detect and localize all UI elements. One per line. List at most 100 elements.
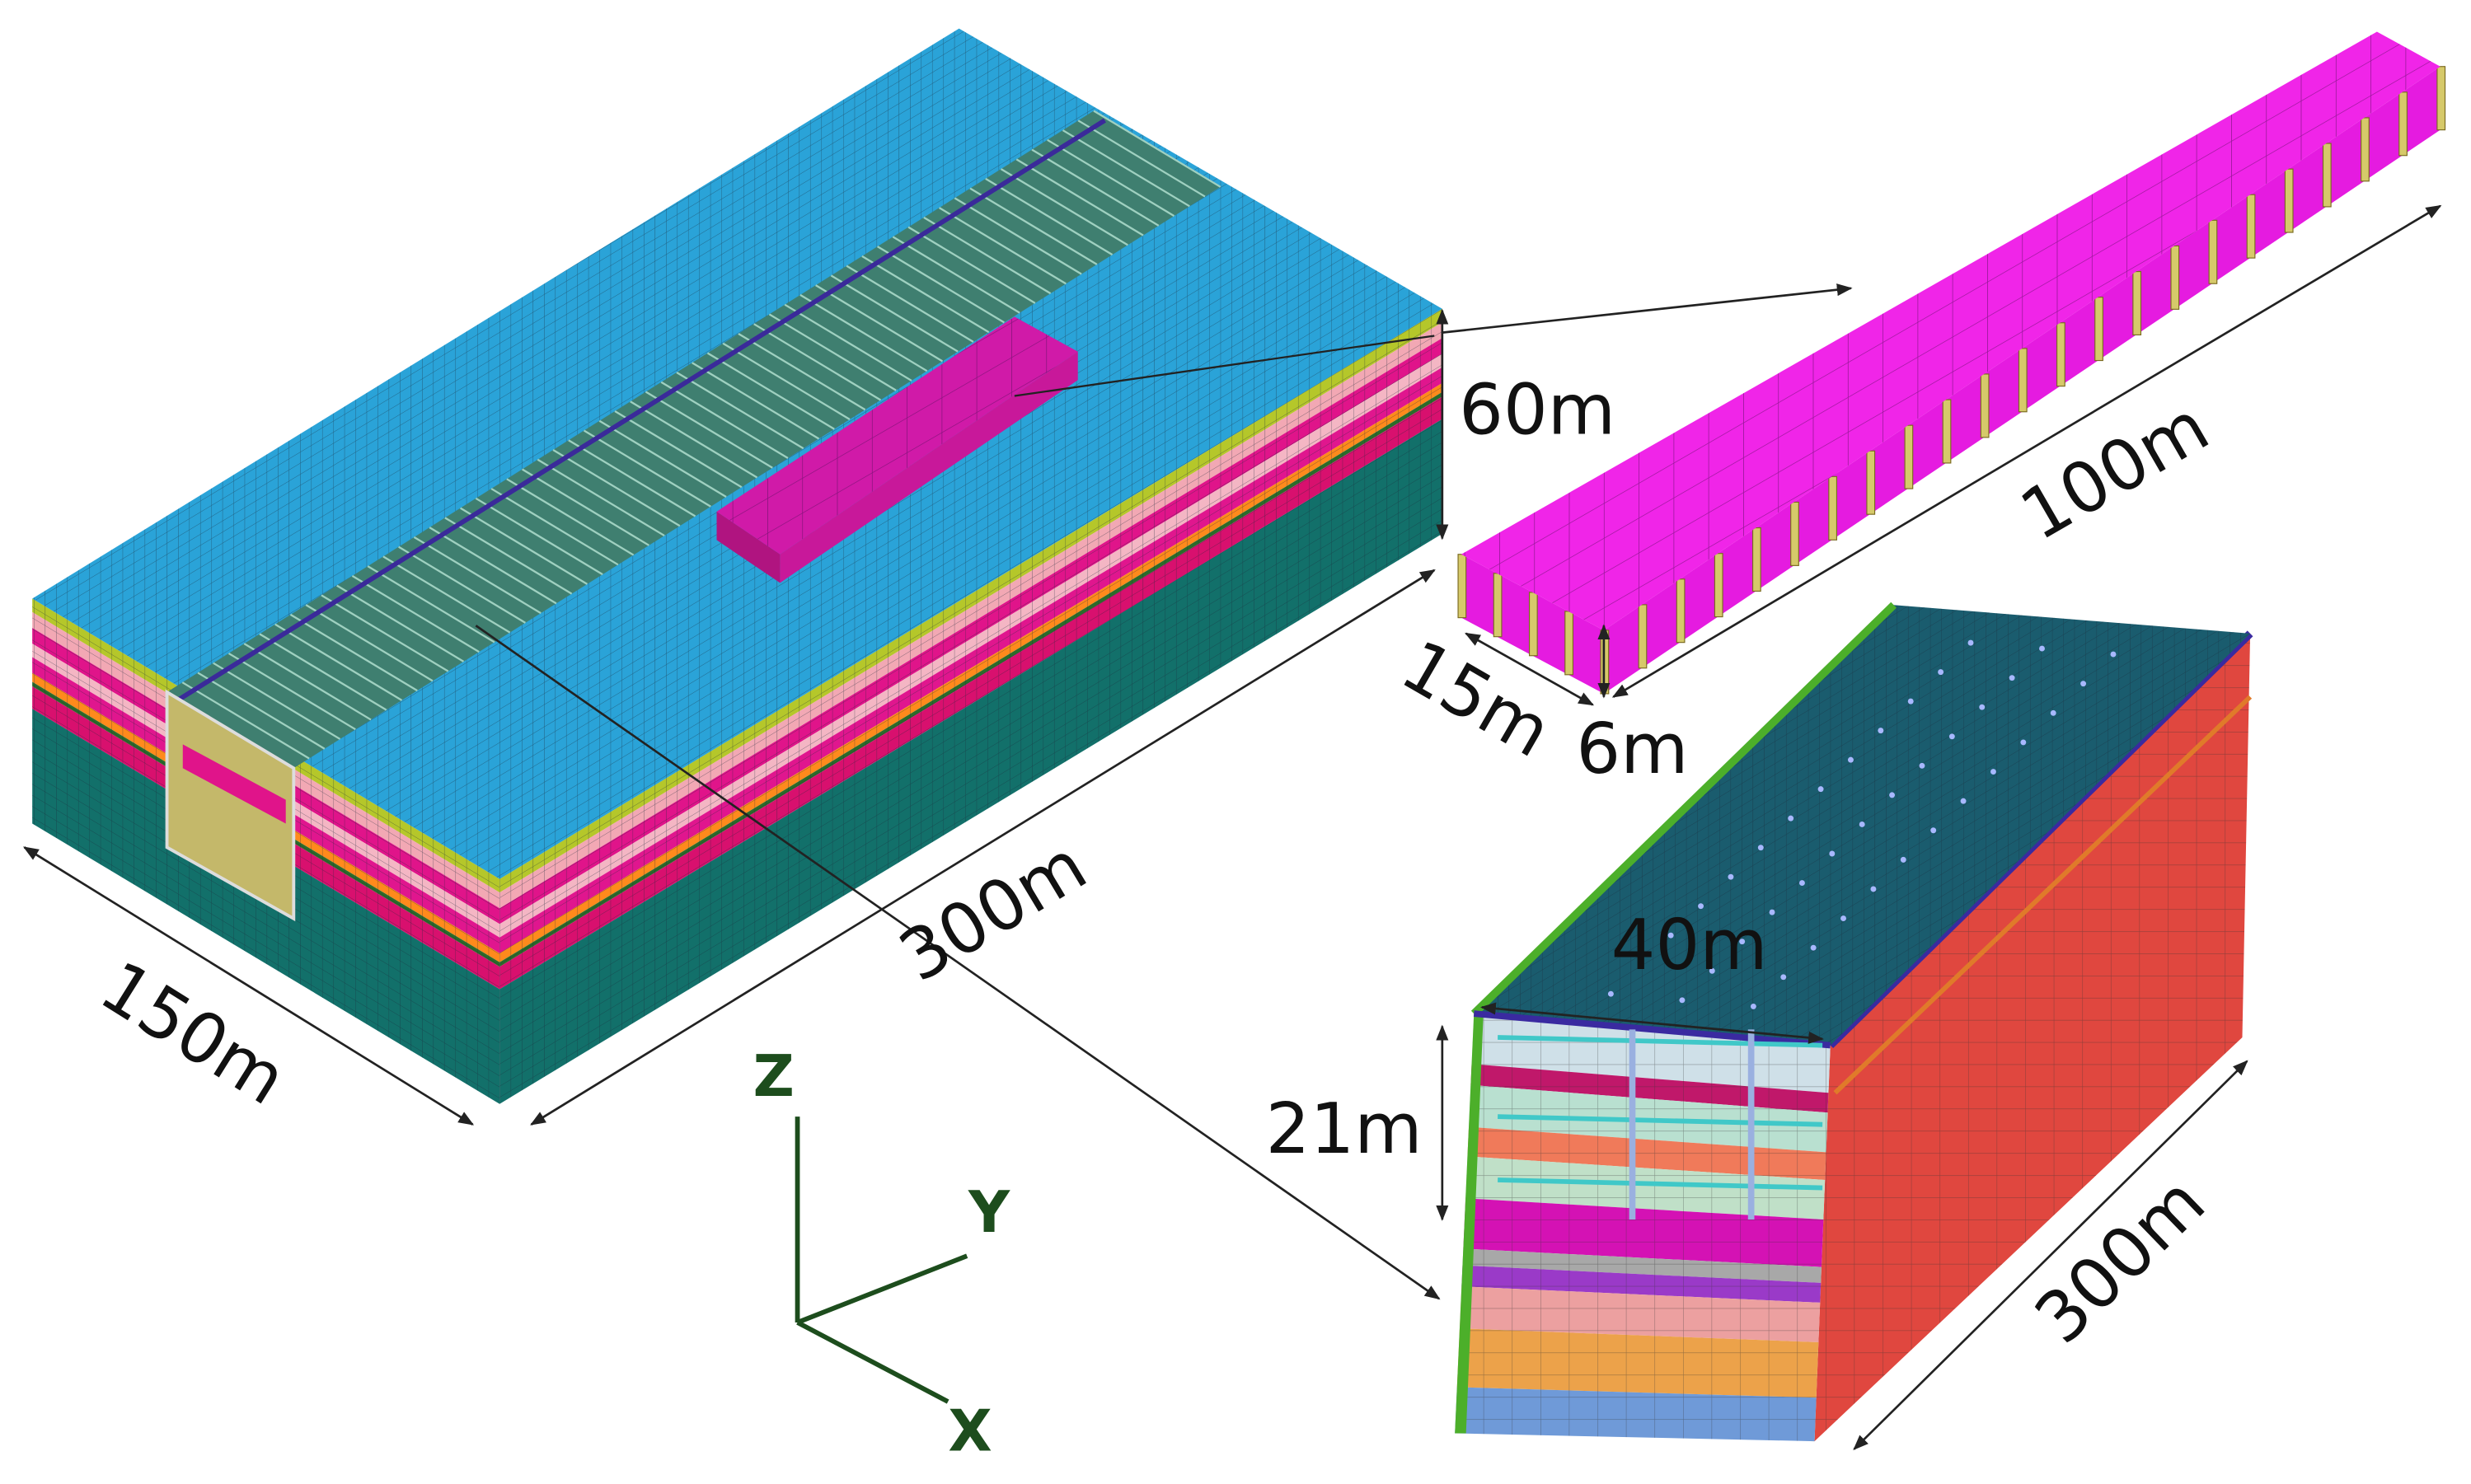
pile-head: [1769, 909, 1775, 915]
pile-head: [1907, 698, 1914, 705]
trench-strut: [568, 439, 696, 517]
pile-head: [1698, 903, 1704, 910]
trench-strut: [181, 681, 310, 760]
trench-strut: [1015, 158, 1144, 236]
beam-column: [1714, 553, 1723, 618]
trench-strut: [706, 352, 835, 430]
pile-head: [1847, 756, 1854, 763]
strut: [1498, 1177, 1823, 1191]
trench-strut: [243, 643, 372, 721]
trench-strut: [861, 255, 990, 334]
trench-strut: [305, 604, 434, 682]
trench-strut: [213, 662, 341, 740]
pile-head: [1810, 944, 1817, 951]
trench-strut: [799, 293, 928, 372]
pile-head: [2050, 709, 2056, 716]
axis-line: [796, 1320, 949, 1404]
trench-strut: [583, 429, 711, 508]
trench-slab: [182, 744, 286, 824]
beam-height-label: 6m: [1576, 709, 1688, 789]
pile-head: [1938, 669, 1944, 676]
pile-head: [1930, 827, 1937, 834]
beam-column: [1828, 475, 1838, 541]
pile-head: [1750, 1003, 1756, 1009]
trench-strut: [336, 584, 465, 662]
trench-strut: [815, 284, 944, 363]
pile-head: [1967, 639, 1974, 646]
pile-head: [1990, 769, 1996, 775]
beam-column: [1493, 573, 1503, 638]
pile-head: [1817, 786, 1824, 793]
trench-strut: [521, 468, 649, 546]
trench-strut: [197, 672, 326, 750]
pile-head: [1638, 962, 1644, 968]
trench-strut: [506, 478, 635, 556]
beam-column: [1751, 527, 1761, 592]
pile-head: [2110, 651, 2117, 658]
pile-head: [1667, 932, 1674, 939]
beam-column: [2436, 66, 2446, 131]
beam-column: [1790, 501, 1799, 566]
beam-column: [2208, 219, 2218, 284]
leader-line: [475, 625, 1441, 1300]
pile-head: [2039, 645, 2045, 652]
pile-head: [2080, 681, 2087, 687]
pile-head: [1979, 704, 1986, 710]
trench-strut: [1093, 110, 1221, 188]
trench-strut: [830, 274, 959, 353]
beam-column: [1638, 604, 1648, 669]
trench-strut: [598, 419, 727, 499]
strut: [1498, 1114, 1823, 1127]
beam-column: [1980, 373, 1990, 438]
dim-line: [1611, 204, 2442, 698]
dim-line: [1480, 1002, 1825, 1044]
beam-column: [1904, 424, 1914, 489]
trench-strut: [1077, 119, 1206, 198]
trench-strut: [413, 536, 542, 615]
leader-line: [1014, 335, 1435, 397]
leader-line: [1442, 283, 1853, 334]
pit-mesh: [716, 316, 1078, 555]
beam-column: [2056, 322, 2065, 387]
beam-column: [1676, 578, 1686, 644]
trench-strut: [259, 633, 387, 711]
trench-strut: [490, 488, 619, 566]
pile-head: [1840, 915, 1846, 922]
pile-head: [1780, 974, 1787, 981]
trench-strut: [768, 313, 897, 391]
trench-strut: [969, 187, 1098, 265]
trench-wall: [176, 118, 1106, 703]
pit-side: [716, 511, 781, 583]
pile-head: [1870, 886, 1877, 892]
beam-column: [2018, 348, 2028, 413]
trench-strut: [367, 565, 495, 644]
pile-head: [1960, 798, 1967, 804]
pile-head: [1878, 728, 1884, 734]
pile-head: [2009, 675, 2015, 681]
pile-head: [1679, 997, 1686, 1004]
dim-line: [530, 569, 1436, 1126]
y-axis-label: Y: [968, 1180, 1010, 1246]
pile-head: [1889, 792, 1896, 798]
dim-line: [1853, 1060, 2248, 1451]
trench-strut: [475, 497, 603, 576]
pile-head: [2020, 739, 2027, 746]
trench-strut: [660, 381, 789, 459]
beam-column: [2361, 117, 2370, 182]
pile-head: [1859, 821, 1865, 827]
main-height-label: 60m: [1459, 370, 1615, 451]
trench-strut: [614, 410, 743, 489]
trench-strut: [398, 545, 527, 624]
trench-strut: [227, 652, 356, 731]
pile-head: [1728, 873, 1734, 880]
section-green-wall: [1455, 1014, 1484, 1434]
pile-head: [1788, 815, 1794, 822]
trench-strut: [877, 246, 1005, 324]
dim-line: [22, 846, 475, 1126]
pile-head: [1757, 845, 1764, 851]
pile-head: [1739, 939, 1746, 945]
trench-strut: [552, 449, 681, 527]
pit-side: [780, 351, 1078, 583]
